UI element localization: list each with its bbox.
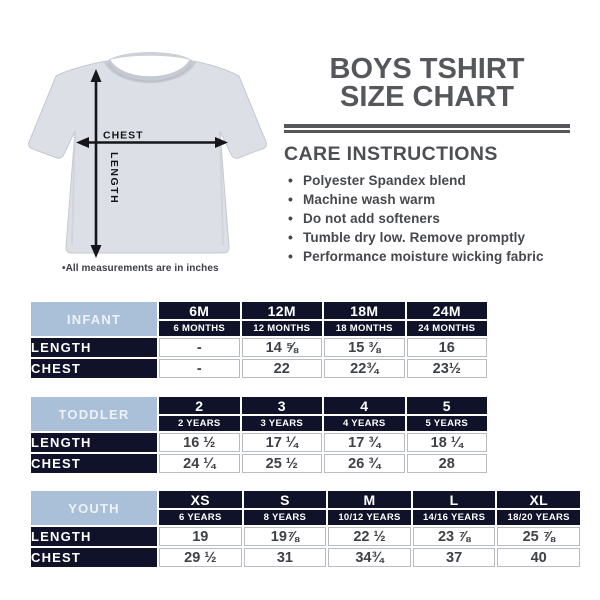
size-age-cell: 12 MONTHS (241, 321, 322, 336)
measure-row: LENGTH 16 ½ 17 ¼ 17 ¾ 18 ¼ (31, 433, 487, 452)
care-item: Do not add softeners (284, 209, 570, 228)
length-arrow-label: LENGTH (108, 152, 120, 204)
measure-value-cell: 23½ (406, 359, 487, 378)
care-instructions-heading: CARE INSTRUCTIONS (284, 143, 498, 165)
measure-value-cell: 15 ⅜ (324, 338, 405, 357)
size-table-toddler: TODDLER 2 3 4 5 2 YEARS 3 YEARS 4 YEARS 5 YEARS L… (29, 395, 489, 475)
measure-value-cell: 26 ¾ (324, 454, 405, 473)
size-code-cell: 4 (324, 397, 405, 414)
measure-value-cell: 23 ⅞ (412, 527, 496, 546)
measure-row: CHEST -22 22¾ 23½ (31, 359, 487, 378)
care-item: Polyester Spandex blend (284, 171, 570, 190)
measure-value-cell: 37 (412, 548, 496, 567)
size-age-cell: 8 YEARS (243, 510, 327, 525)
measure-row-label: CHEST (31, 359, 157, 378)
size-code-cell: 5 (406, 397, 487, 414)
measure-value-cell: 34¾ (328, 548, 411, 567)
tshirt-illustration: CHEST LENGTH (28, 52, 267, 258)
measure-row-label: LENGTH (31, 338, 157, 357)
measure-value-cell: - (159, 338, 240, 357)
title-double-rule (284, 124, 570, 133)
measure-row-label: LENGTH (31, 527, 157, 546)
measure-value-cell: 22 ½ (328, 527, 411, 546)
size-code-cell: S (243, 491, 327, 508)
care-item: Machine wash warm (284, 190, 570, 209)
measure-row-label: LENGTH (31, 433, 157, 452)
care-item: Performance moisture wicking fabric (284, 247, 570, 266)
size-age-cell: 24 MONTHS (406, 321, 487, 336)
size-age-cell: 6 YEARS (159, 510, 242, 525)
measure-value-cell: 14 ⅝ (241, 338, 322, 357)
tshirt-back-collar (107, 52, 193, 61)
measure-value-cell: 17 ¼ (241, 433, 322, 452)
size-group-label: YOUTH (31, 491, 157, 525)
chest-arrow-head-left (76, 137, 89, 148)
size-group-label: TODDLER (31, 397, 157, 431)
size-code-cell: 12M (241, 302, 322, 319)
measure-value-cell: 18 ¼ (406, 433, 487, 452)
measure-row: CHEST 24 ¼ 25 ½ 26 ¾ 28 (31, 454, 487, 473)
measure-value-cell: 29 ½ (159, 548, 242, 567)
size-group-label: INFANT (31, 302, 157, 336)
measure-value-cell: 25 ⅞ (497, 527, 580, 546)
title-rule-bar-top (284, 124, 570, 128)
measure-value-cell: 17 ¾ (324, 433, 405, 452)
title-rule-bar-bottom (284, 130, 570, 133)
size-code-cell: 2 (159, 397, 240, 414)
measure-row: LENGTH 19 19⅞ 22 ½ 23 ⅞ 25 ⅞ (31, 527, 580, 546)
size-age-cell: 3 YEARS (241, 416, 322, 431)
measure-row-label: CHEST (31, 548, 157, 567)
size-age-cell: 4 YEARS (324, 416, 405, 431)
size-age-cell: 14/16 YEARS (412, 510, 496, 525)
measure-value-cell: 22 (241, 359, 322, 378)
size-code-cell: 6M (159, 302, 240, 319)
measure-row: LENGTH -14 ⅝ 15 ⅜ 16 (31, 338, 487, 357)
size-age-cell: 5 YEARS (406, 416, 487, 431)
tshirt-fold-shading (71, 130, 224, 246)
page-title-line2: SIZE CHART (340, 81, 514, 113)
length-arrow-head-top (90, 69, 102, 82)
size-age-cell: 18 MONTHS (324, 321, 405, 336)
tshirt-collar-band (103, 58, 197, 84)
measure-value-cell: 19⅞ (243, 527, 327, 546)
measure-row: CHEST 29 ½ 31 34¾ 37 40 (31, 548, 580, 567)
measure-row-label: CHEST (31, 454, 157, 473)
size-table-youth: YOUTH XS S M L XL 6 YEARS 8 YEARS 10/12 YEARS 14/… (29, 489, 582, 569)
measure-value-cell: 40 (497, 548, 580, 567)
tshirt-diagram: CHEST LENGTH (25, 45, 270, 275)
care-list: Polyester Spandex blendMachine wash warm… (284, 171, 570, 266)
measure-value-cell: 31 (243, 548, 327, 567)
size-code-cell: 3 (241, 397, 322, 414)
measure-value-cell: 16 (406, 338, 487, 357)
size-code-cell: L (412, 491, 496, 508)
measure-value-cell: - (159, 359, 240, 378)
tshirt-body (28, 60, 267, 254)
size-code-cell: XL (497, 491, 580, 508)
tshirt-collar-inner-line (108, 63, 192, 82)
size-age-cell: 6 MONTHS (159, 321, 240, 336)
measure-value-cell: 22¾ (324, 359, 405, 378)
size-code-cell: M (328, 491, 411, 508)
measure-value-cell: 28 (406, 454, 487, 473)
chest-arrow-label: CHEST (103, 130, 144, 142)
size-code-cell: 24M (406, 302, 487, 319)
right-column: BOYS TSHIRT SIZE CHART CARE INSTRUCTIONS… (284, 55, 570, 266)
length-arrow-head-bottom (90, 245, 102, 258)
size-code-cell: 18M (324, 302, 405, 319)
size-age-cell: 2 YEARS (159, 416, 240, 431)
size-age-cell: 10/12 YEARS (328, 510, 411, 525)
size-age-cell: 18/20 YEARS (497, 510, 580, 525)
measure-value-cell: 25 ½ (241, 454, 322, 473)
measure-value-cell: 19 (159, 527, 242, 546)
page-title-line1: BOYS TSHIRT (329, 53, 525, 85)
care-item: Tumble dry low. Remove promptly (284, 228, 570, 247)
size-table-infant: INFANT 6M 12M 18M 24M 6 MONTHS 12 MONTHS 18 MON… (29, 300, 489, 380)
measure-value-cell: 16 ½ (159, 433, 240, 452)
measure-value-cell: 24 ¼ (159, 454, 240, 473)
chest-arrow-head-right (215, 137, 228, 148)
measurements-footnote: •All measurements are in inches (62, 263, 219, 274)
size-code-cell: XS (159, 491, 242, 508)
